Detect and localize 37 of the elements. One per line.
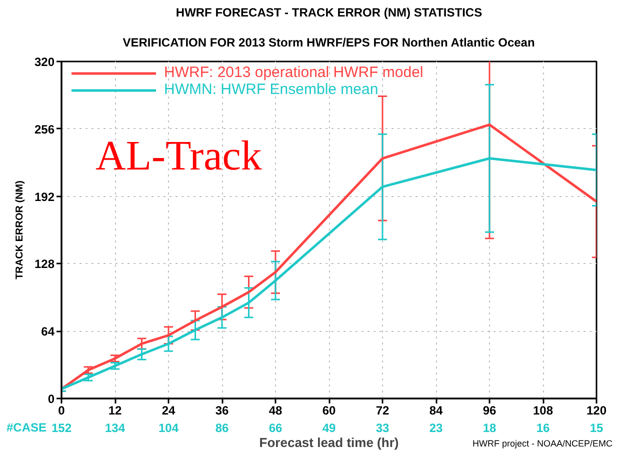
text: 134	[104, 421, 126, 435]
x-tick-label: 72	[376, 404, 390, 418]
x-tick-label: 12	[108, 404, 122, 418]
x-tick-label: 84	[429, 404, 443, 418]
y-tick-label: 256	[34, 122, 55, 136]
x-tick-label: 108	[532, 404, 554, 418]
text: 23	[429, 421, 443, 435]
text: 18	[482, 421, 496, 435]
chart-subtitle: VERIFICATION FOR 2013 Storm HWRF/EPS FOR Northen Atlantic Ocean	[122, 36, 535, 50]
x-tick-label: 36	[215, 404, 229, 418]
text: 49	[322, 421, 336, 435]
text: 152	[51, 421, 72, 435]
x-tick-label: 60	[322, 404, 336, 418]
chart-title: HWRF FORECAST - TRACK ERROR (NM) STATISTICS	[176, 6, 482, 20]
text: 16	[536, 421, 550, 435]
text: 86	[215, 421, 229, 435]
y-tick-label: 0	[48, 392, 55, 406]
y-axis-title: TRACK ERROR (NM)	[14, 180, 26, 280]
x-tick-label: 48	[268, 404, 282, 418]
text: 104	[158, 421, 179, 435]
x-axis-title: Forecast lead time (hr)	[259, 435, 399, 450]
text: HWRF project - NOAA/NCEP/EMC	[472, 438, 613, 448]
text: #CASE	[6, 420, 46, 434]
x-tick-label: 24	[162, 404, 176, 418]
text: 33	[376, 421, 390, 435]
text: 66	[268, 421, 282, 435]
y-tick-label: 320	[34, 55, 55, 69]
text: HWMN: HWRF Ensemble mean	[164, 81, 378, 98]
y-tick-label: 128	[34, 257, 55, 272]
x-tick-label: 0	[58, 404, 66, 418]
text: HWRF: 2013 operational HWRF model	[164, 64, 424, 81]
x-tick-label: 96	[482, 404, 496, 418]
annotation: AL-Track	[96, 134, 262, 180]
y-tick-label: 64	[41, 324, 55, 339]
y-tick-label: 192	[34, 190, 55, 204]
x-tick-label: 120	[586, 404, 607, 418]
text: 15	[590, 421, 604, 435]
